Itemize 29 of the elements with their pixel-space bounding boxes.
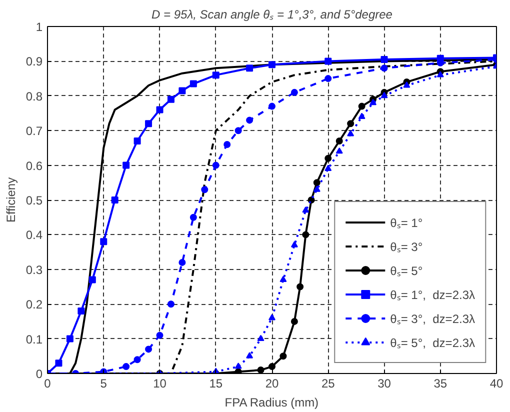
x-tick-label: 20 [265,376,279,390]
chart-title: D = 95λ, Scan angle θₛ = 1°,3°, and 5°degree [152,8,393,22]
legend-label: θₛ= 1° [390,214,423,230]
x-tick-label: 15 [209,376,223,390]
x-tick-label: 35 [434,376,448,390]
x-tick-label: 30 [378,376,392,390]
legend-label: θₛ= 5° [390,262,423,278]
x-tick-label: 25 [321,376,336,390]
y-tick-label: 1 [36,20,43,34]
legend-label: θₛ= 1°, dz=2.3λ [390,286,475,302]
y-tick-label: 0.1 [26,332,43,346]
y-tick-label: 0.7 [26,124,43,138]
x-tick-label: 40 [490,376,504,390]
x-tick-label: 10 [153,376,167,390]
y-tick-label: 0.5 [26,194,43,208]
y-tick-label: 0.9 [26,54,43,69]
y-axis-title: Efficieny [4,177,18,223]
y-tick-label: 0.4 [26,228,43,242]
y-tick-label: 0 [36,367,43,381]
y-tick-label: 0.6 [26,158,43,173]
y-tick-label: 0.2 [26,298,43,312]
y-tick-label: 0.8 [26,89,43,104]
x-tick-label: 5 [100,376,108,390]
x-axis-title: FPA Radius (mm) [224,396,319,410]
legend-label: θₛ= 5°, dz=2.3λ [390,334,475,350]
legend-label: θₛ= 3° [390,238,423,254]
x-tick-label: 0 [44,376,52,390]
legend-label: θₛ= 3°, dz=2.3λ [390,310,475,326]
y-tick-label: 0.3 [26,262,43,277]
